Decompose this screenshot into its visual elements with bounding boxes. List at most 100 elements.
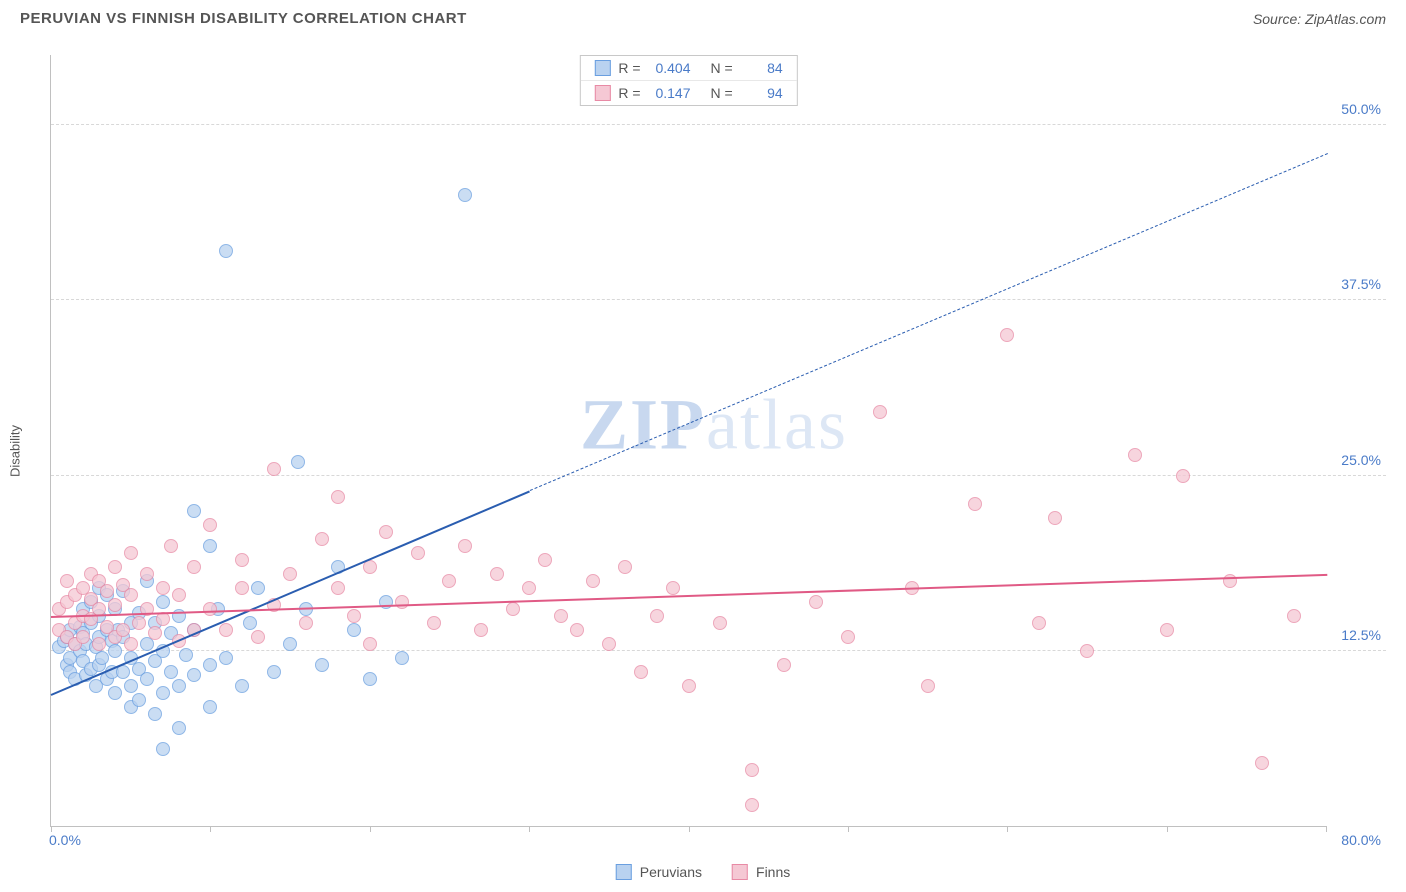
- data-point: [347, 609, 361, 623]
- data-point: [203, 539, 217, 553]
- data-point: [458, 539, 472, 553]
- legend-swatch: [616, 864, 632, 880]
- data-point: [164, 539, 178, 553]
- data-point: [331, 581, 345, 595]
- gridline: [51, 299, 1386, 300]
- data-point: [108, 560, 122, 574]
- plot-area: ZIPatlas R =0.404N =84R =0.147N =94 0.0%…: [50, 55, 1326, 827]
- stats-row: R =0.147N =94: [580, 80, 796, 105]
- data-point: [172, 721, 186, 735]
- data-point: [95, 651, 109, 665]
- data-point: [554, 609, 568, 623]
- data-point: [219, 623, 233, 637]
- data-point: [586, 574, 600, 588]
- data-point: [108, 686, 122, 700]
- data-point: [203, 658, 217, 672]
- data-point: [267, 665, 281, 679]
- x-tick: [370, 826, 371, 832]
- gridline: [51, 650, 1386, 651]
- data-point: [156, 595, 170, 609]
- data-point: [267, 462, 281, 476]
- data-point: [132, 616, 146, 630]
- y-tick-label: 25.0%: [1341, 452, 1381, 468]
- data-point: [379, 525, 393, 539]
- data-point: [148, 626, 162, 640]
- data-point: [745, 763, 759, 777]
- data-point: [315, 532, 329, 546]
- data-point: [140, 672, 154, 686]
- data-point: [1032, 616, 1046, 630]
- data-point: [458, 188, 472, 202]
- data-point: [203, 518, 217, 532]
- data-point: [522, 581, 536, 595]
- y-tick-label: 12.5%: [1341, 627, 1381, 643]
- data-point: [124, 637, 138, 651]
- data-point: [219, 244, 233, 258]
- stat-n-label: N =: [711, 60, 733, 76]
- x-tick: [51, 826, 52, 832]
- data-point: [921, 679, 935, 693]
- x-tick: [689, 826, 690, 832]
- data-point: [395, 651, 409, 665]
- data-point: [60, 574, 74, 588]
- data-point: [1255, 756, 1269, 770]
- data-point: [251, 581, 265, 595]
- data-point: [777, 658, 791, 672]
- trend-line-dashed: [529, 153, 1327, 491]
- watermark: ZIPatlas: [580, 384, 848, 467]
- gridline: [51, 124, 1386, 125]
- legend-swatch: [732, 864, 748, 880]
- data-point: [650, 609, 664, 623]
- data-point: [235, 581, 249, 595]
- x-tick: [210, 826, 211, 832]
- data-point: [1128, 448, 1142, 462]
- data-point: [713, 616, 727, 630]
- data-point: [172, 588, 186, 602]
- data-point: [187, 504, 201, 518]
- data-point: [219, 651, 233, 665]
- data-point: [124, 546, 138, 560]
- data-point: [427, 616, 441, 630]
- y-tick-label: 50.0%: [1341, 101, 1381, 117]
- data-point: [570, 623, 584, 637]
- data-point: [164, 665, 178, 679]
- x-tick: [1007, 826, 1008, 832]
- data-point: [506, 602, 520, 616]
- data-point: [140, 567, 154, 581]
- data-point: [474, 623, 488, 637]
- legend-swatch: [594, 60, 610, 76]
- data-point: [203, 700, 217, 714]
- data-point: [187, 668, 201, 682]
- data-point: [156, 581, 170, 595]
- data-point: [291, 455, 305, 469]
- stat-r-value: 0.147: [649, 85, 691, 101]
- data-point: [251, 630, 265, 644]
- y-tick-label: 37.5%: [1341, 276, 1381, 292]
- data-point: [76, 630, 90, 644]
- stat-r-label: R =: [618, 85, 640, 101]
- data-point: [283, 637, 297, 651]
- chart-container: Disability ZIPatlas R =0.404N =84R =0.14…: [50, 55, 1386, 847]
- legend-item: Finns: [732, 864, 790, 880]
- stat-n-label: N =: [711, 85, 733, 101]
- x-tick: [529, 826, 530, 832]
- data-point: [347, 623, 361, 637]
- data-point: [1223, 574, 1237, 588]
- data-point: [1080, 644, 1094, 658]
- legend-swatch: [594, 85, 610, 101]
- data-point: [315, 658, 329, 672]
- data-point: [1176, 469, 1190, 483]
- stat-n-value: 84: [741, 60, 783, 76]
- data-point: [538, 553, 552, 567]
- stats-legend: R =0.404N =84R =0.147N =94: [579, 55, 797, 106]
- data-point: [172, 679, 186, 693]
- data-point: [132, 693, 146, 707]
- data-point: [235, 679, 249, 693]
- data-point: [634, 665, 648, 679]
- x-origin-label: 0.0%: [49, 832, 81, 848]
- data-point: [283, 567, 297, 581]
- data-point: [179, 648, 193, 662]
- data-point: [442, 574, 456, 588]
- data-point: [243, 616, 257, 630]
- x-tick: [848, 826, 849, 832]
